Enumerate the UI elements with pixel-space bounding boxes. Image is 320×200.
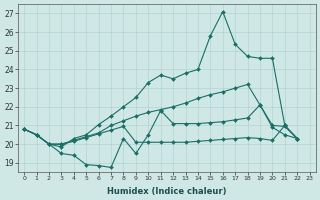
- X-axis label: Humidex (Indice chaleur): Humidex (Indice chaleur): [107, 187, 227, 196]
